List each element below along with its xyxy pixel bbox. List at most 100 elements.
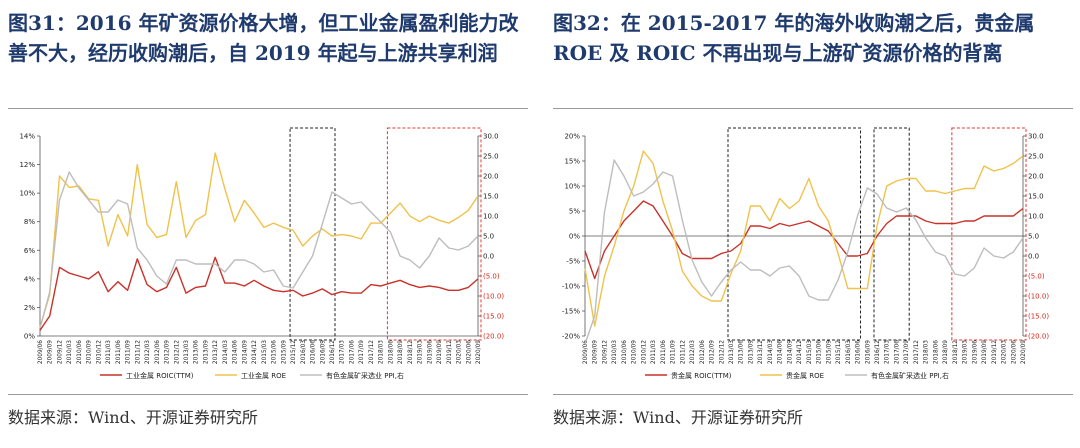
x-tick-label: 2013/12: [758, 340, 764, 364]
x-tick-label: 2018/06: [388, 340, 394, 364]
x-tick-label: 2009/09: [48, 340, 54, 364]
left-tick-label: 2%: [24, 304, 35, 312]
right-tick-label: 0.0: [483, 253, 494, 261]
x-tick-label: 2010/09: [87, 340, 93, 364]
x-tick-label: 2019/09: [982, 340, 988, 364]
x-tick-label: 2019/03: [418, 340, 424, 364]
x-tick-label: 2009/12: [57, 340, 63, 364]
x-tick-label: 2016/12: [330, 340, 336, 364]
x-tick-label: 2012/03: [690, 340, 696, 364]
x-tick-label: 2014/06: [233, 340, 239, 364]
series-line-3: [39, 171, 479, 329]
x-tick-label: 2014/09: [787, 340, 793, 364]
x-tick-label: 2012/06: [155, 340, 161, 364]
x-tick-label: 2010/12: [96, 340, 102, 364]
x-tick-label: 2013/03: [729, 340, 735, 364]
x-tick-label: 2017/06: [349, 340, 355, 364]
x-tick-label: 2011/09: [126, 340, 132, 364]
x-tick-label: 2012/06: [700, 340, 706, 364]
x-tick-label: 2014/03: [223, 340, 229, 364]
highlight-box: [873, 127, 910, 341]
x-tick-label: 2018/12: [408, 340, 414, 364]
x-tick-label: 2020/09: [476, 340, 482, 364]
x-tick-label: 2020/09: [1021, 340, 1027, 364]
x-tick-label: 2019/09: [437, 340, 443, 364]
x-tick-label: 2017/12: [914, 340, 920, 364]
left-tick-label: 6%: [24, 247, 35, 255]
x-tick-label: 2009/06: [38, 340, 44, 364]
x-tick-label: 2016/09: [320, 340, 326, 364]
highlight-box: [386, 127, 482, 341]
x-tick-label: 2017/03: [340, 340, 346, 364]
left-tick-label: 4%: [24, 275, 35, 283]
x-tick-label: 2013/06: [739, 340, 745, 364]
x-tick-label: 2015/06: [272, 340, 278, 364]
x-tick-label: 2009/06: [583, 340, 589, 364]
x-tick-label: 2011/03: [106, 340, 112, 364]
right-tick-label: (15.0): [1028, 313, 1049, 321]
x-tick-label: 2019/03: [963, 340, 969, 364]
right-tick-label: 30.0: [1028, 133, 1044, 141]
x-tick-label: 2015/12: [836, 340, 842, 364]
x-tick-label: 2009/12: [602, 340, 608, 364]
left-tick-label: -20%: [562, 333, 580, 341]
x-tick-label: 2010/03: [612, 340, 618, 364]
left-tick-label: 0%: [569, 233, 580, 241]
highlight-box: [951, 127, 1027, 341]
legend-label: 工业金属 ROIC(TTM): [126, 371, 194, 380]
x-tick-label: 2015/09: [826, 340, 832, 364]
x-tick-label: 2014/12: [797, 340, 803, 364]
x-tick-label: 2014/12: [252, 340, 258, 364]
right-tick-label: 30.0: [483, 133, 499, 141]
x-tick-label: 2015/09: [281, 340, 287, 364]
x-tick-label: 2019/12: [992, 340, 998, 364]
x-tick-label: 2019/06: [427, 340, 433, 364]
right-tick-label: (20.0): [1028, 333, 1049, 341]
x-tick-label: 2012/03: [145, 340, 151, 364]
right-tick-label: 0.0: [1028, 253, 1039, 261]
left-tick-label: -10%: [562, 283, 580, 291]
left-tick-label: 10%: [564, 183, 580, 191]
x-tick-label: 2015/03: [807, 340, 813, 364]
x-tick-label: 2014/06: [778, 340, 784, 364]
left-tick-label: 20%: [564, 133, 580, 141]
x-tick-label: 2017/12: [369, 340, 375, 364]
right-tick-label: 25.0: [483, 153, 499, 161]
x-tick-label: 2016/03: [846, 340, 852, 364]
x-tick-label: 2018/12: [953, 340, 959, 364]
series-line-3: [584, 159, 1024, 345]
source-divider: [8, 394, 528, 395]
right-tick-label: 5.0: [1028, 233, 1039, 241]
x-tick-label: 2011/09: [671, 340, 677, 364]
left-tick-label: 8%: [24, 218, 35, 226]
title-divider: [553, 108, 1073, 109]
left-tick-label: 5%: [569, 208, 580, 216]
x-tick-label: 2018/09: [398, 340, 404, 364]
left-tick-label: 0%: [24, 333, 35, 341]
source-divider: [553, 394, 1073, 395]
x-tick-label: 2016/09: [865, 340, 871, 364]
x-tick-label: 2018/09: [943, 340, 949, 364]
highlight-box: [289, 127, 336, 341]
x-tick-label: 2013/09: [203, 340, 209, 364]
x-tick-label: 2016/06: [856, 340, 862, 364]
x-tick-label: 2018/03: [924, 340, 930, 364]
figure-source: 数据来源：Wind、开源证券研究所: [8, 408, 258, 427]
legend-label: 有色金属矿采选业 PPI,右: [871, 371, 949, 380]
x-tick-label: 2012/09: [710, 340, 716, 364]
x-tick-label: 2011/03: [651, 340, 657, 364]
x-tick-label: 2013/12: [213, 340, 219, 364]
legend-label: 有色金属矿采选业 PPI,右: [326, 371, 404, 380]
x-tick-label: 2020/03: [1002, 340, 1008, 364]
series-line-1: [39, 256, 479, 331]
right-tick-label: 15.0: [483, 193, 499, 201]
x-tick-label: 2017/03: [885, 340, 891, 364]
x-tick-label: 2016/06: [311, 340, 317, 364]
x-tick-label: 2013/03: [184, 340, 190, 364]
right-figure-panel: 图32：在 2015-2017 年的海外收购潮之后，贵金属 ROE 及 ROIC…: [545, 0, 1080, 448]
series-line-2: [584, 150, 1024, 327]
right-tick-label: (5.0): [483, 273, 500, 281]
right-tick-label: 5.0: [483, 233, 494, 241]
x-tick-label: 2020/06: [1011, 340, 1017, 364]
x-tick-label: 2014/09: [242, 340, 248, 364]
